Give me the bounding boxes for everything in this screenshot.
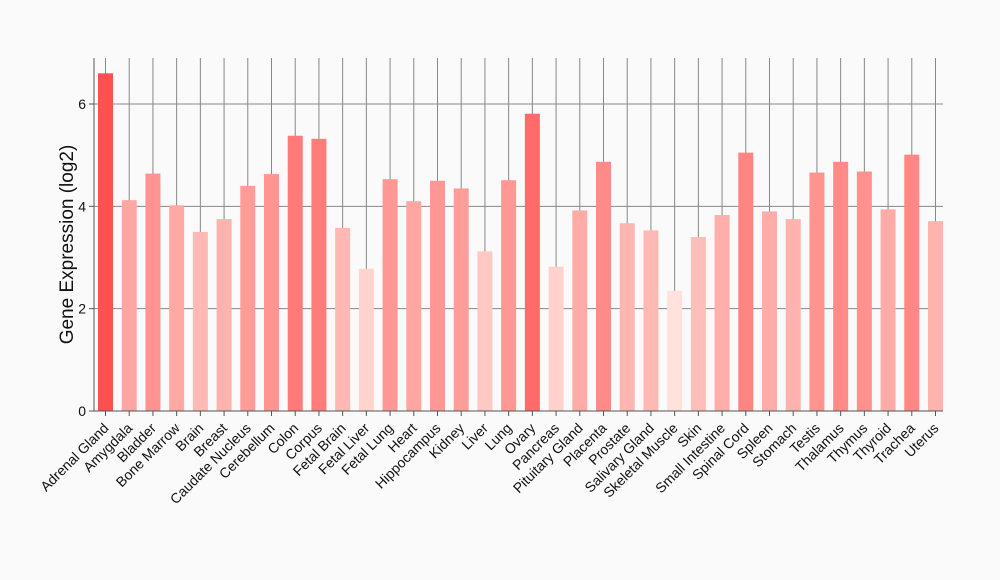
bar <box>430 180 445 411</box>
bar <box>335 227 351 411</box>
bar <box>714 215 730 411</box>
bar <box>169 205 185 411</box>
bar <box>690 237 706 411</box>
bar <box>358 268 374 411</box>
bars <box>98 73 943 412</box>
y-tick-label: 0 <box>78 403 86 419</box>
bar <box>880 209 896 411</box>
bar <box>856 171 872 411</box>
bar <box>98 73 113 412</box>
bar <box>762 211 777 411</box>
y-axis-label: Gene Expression (log2) <box>57 145 78 345</box>
bar <box>785 219 801 411</box>
bar <box>548 266 564 411</box>
bar <box>596 161 611 411</box>
bar <box>643 230 659 411</box>
bar <box>619 223 635 411</box>
axes <box>93 58 943 412</box>
bar <box>264 174 279 411</box>
bar <box>216 219 232 411</box>
bar <box>524 113 540 411</box>
bar <box>572 210 588 411</box>
y-tick-label: 2 <box>78 301 86 317</box>
bar <box>192 231 208 411</box>
bar <box>904 154 920 411</box>
bar <box>311 138 327 411</box>
bar <box>477 251 493 411</box>
bar <box>240 185 256 411</box>
bar <box>145 173 161 411</box>
bar <box>406 201 422 411</box>
bar <box>738 152 754 411</box>
bar <box>928 221 943 411</box>
bar <box>453 188 469 411</box>
bar <box>382 179 398 411</box>
bar <box>809 172 825 411</box>
y-tick-label: 4 <box>78 198 86 214</box>
y-tick-label: 6 <box>78 96 86 112</box>
bar <box>121 200 137 411</box>
bar <box>287 135 303 411</box>
bar <box>667 290 683 411</box>
y-ticks: 0 2 4 6 <box>78 96 94 419</box>
bar <box>501 180 517 411</box>
bar <box>833 161 849 411</box>
